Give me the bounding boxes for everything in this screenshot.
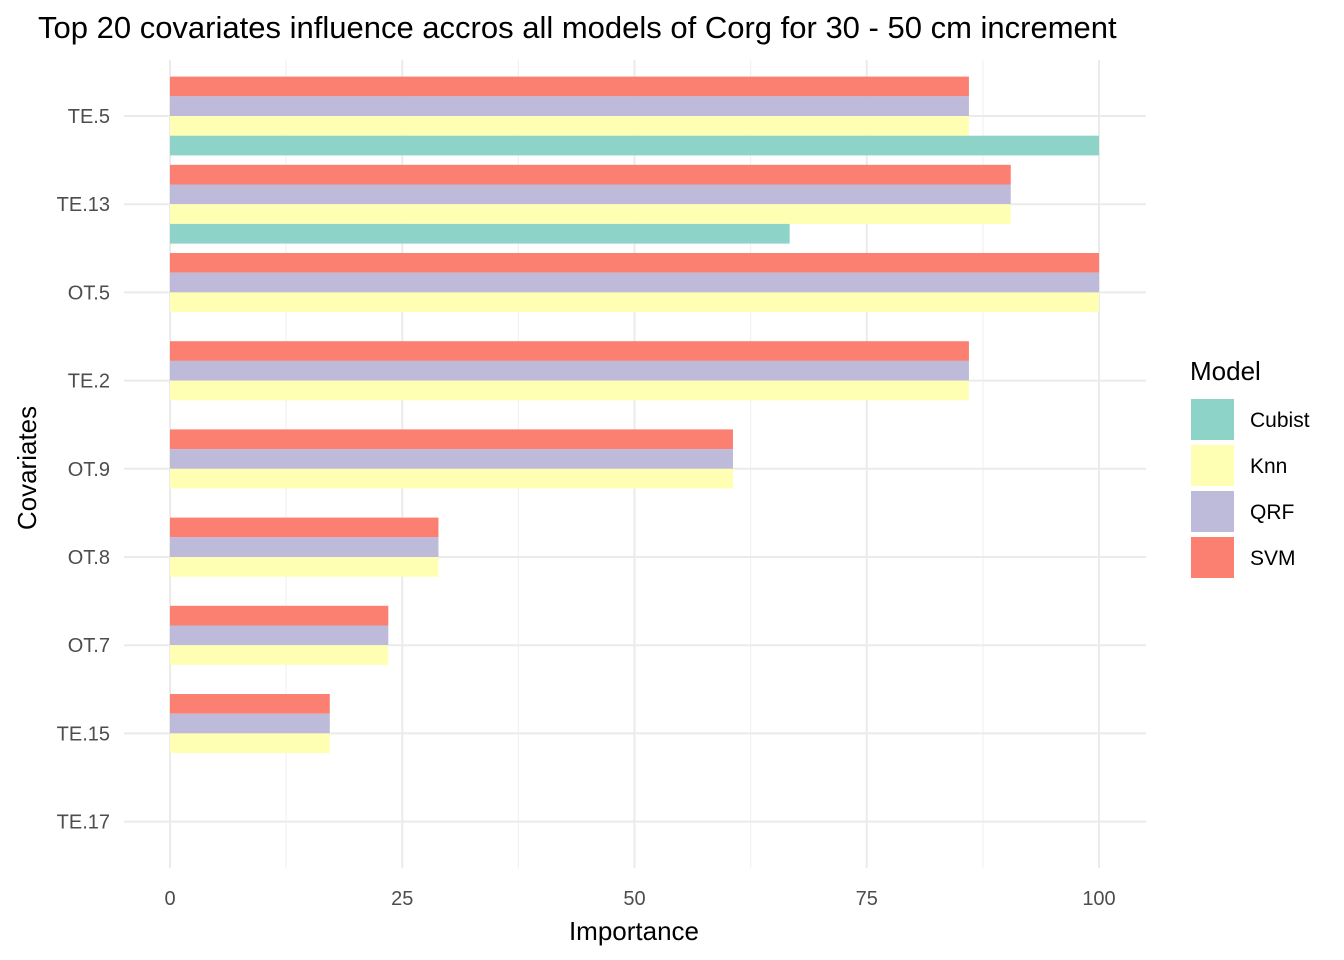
bar-svm-ot-5 bbox=[170, 253, 1099, 273]
bar-qrf-te-5 bbox=[170, 96, 969, 116]
x-tick-label: 75 bbox=[856, 888, 878, 910]
legend: Model Cubist Knn QRF SVM bbox=[1190, 356, 1310, 578]
bar-knn-ot-5 bbox=[170, 292, 1099, 313]
chart-title: Top 20 covariates influence accros all m… bbox=[38, 10, 1117, 45]
bar-svm-te-15 bbox=[170, 694, 330, 714]
y-tick-label: OT.7 bbox=[68, 635, 110, 657]
bar-svm-ot-7 bbox=[170, 605, 389, 626]
legend-title: Model bbox=[1190, 356, 1261, 386]
bar-svm-te-2 bbox=[170, 341, 969, 361]
bar-knn-te-5 bbox=[170, 116, 969, 136]
bar-qrf-ot-9 bbox=[170, 449, 733, 469]
bar-knn-te-15 bbox=[170, 733, 330, 754]
bar-qrf-te-13 bbox=[170, 184, 1011, 205]
legend-swatch-cubist bbox=[1191, 399, 1234, 440]
legend-label-qrf: QRF bbox=[1250, 501, 1294, 524]
bar-knn-ot-8 bbox=[170, 557, 439, 577]
legend-label-knn: Knn bbox=[1250, 455, 1287, 478]
bar-svm-te-13 bbox=[170, 164, 1011, 185]
bar-knn-te-13 bbox=[170, 204, 1011, 224]
bar-qrf-ot-8 bbox=[170, 537, 439, 557]
y-tick-label: TE.2 bbox=[68, 371, 110, 393]
x-tick-label: 0 bbox=[164, 888, 175, 910]
legend-swatch-knn bbox=[1191, 445, 1234, 486]
bar-qrf-te-2 bbox=[170, 360, 969, 381]
legend-label-cubist: Cubist bbox=[1250, 409, 1310, 432]
y-tick-label: TE.5 bbox=[68, 106, 110, 128]
y-axis-label: Covariates bbox=[12, 406, 42, 530]
x-tick-label: 50 bbox=[623, 888, 645, 910]
x-tick-labels: 0 25 50 75 100 bbox=[164, 888, 1115, 910]
x-axis-label: Importance bbox=[569, 916, 699, 946]
bar-knn-ot-7 bbox=[170, 645, 389, 665]
y-tick-label: OT.8 bbox=[68, 547, 110, 569]
bar-knn-te-2 bbox=[170, 380, 969, 401]
legend-swatch-svm bbox=[1191, 537, 1234, 578]
x-tick-label: 25 bbox=[391, 888, 413, 910]
legend-swatch-qrf bbox=[1191, 491, 1234, 532]
bar-svm-ot-8 bbox=[170, 517, 439, 538]
bar-qrf-ot-7 bbox=[170, 625, 389, 646]
y-tick-label: TE.17 bbox=[57, 812, 110, 834]
y-tick-label: OT.9 bbox=[68, 459, 110, 481]
bars bbox=[170, 76, 1099, 754]
legend-label-svm: SVM bbox=[1250, 547, 1296, 570]
y-tick-labels: TE.5 TE.13 OT.5 TE.2 OT.9 OT.8 OT.7 TE.15 TE.17 bbox=[57, 106, 110, 834]
bar-qrf-ot-5 bbox=[170, 272, 1099, 293]
bar-knn-ot-9 bbox=[170, 468, 733, 489]
y-tick-label: TE.15 bbox=[57, 723, 110, 745]
x-tick-label: 100 bbox=[1082, 888, 1115, 910]
y-tick-label: TE.13 bbox=[57, 194, 110, 216]
bar-cubist-te-5 bbox=[170, 135, 1099, 156]
y-tick-label: OT.5 bbox=[68, 282, 110, 304]
bar-cubist-te-13 bbox=[170, 223, 790, 244]
bar-svm-ot-9 bbox=[170, 429, 733, 450]
bar-svm-te-5 bbox=[170, 76, 969, 97]
bar-qrf-te-15 bbox=[170, 713, 330, 734]
